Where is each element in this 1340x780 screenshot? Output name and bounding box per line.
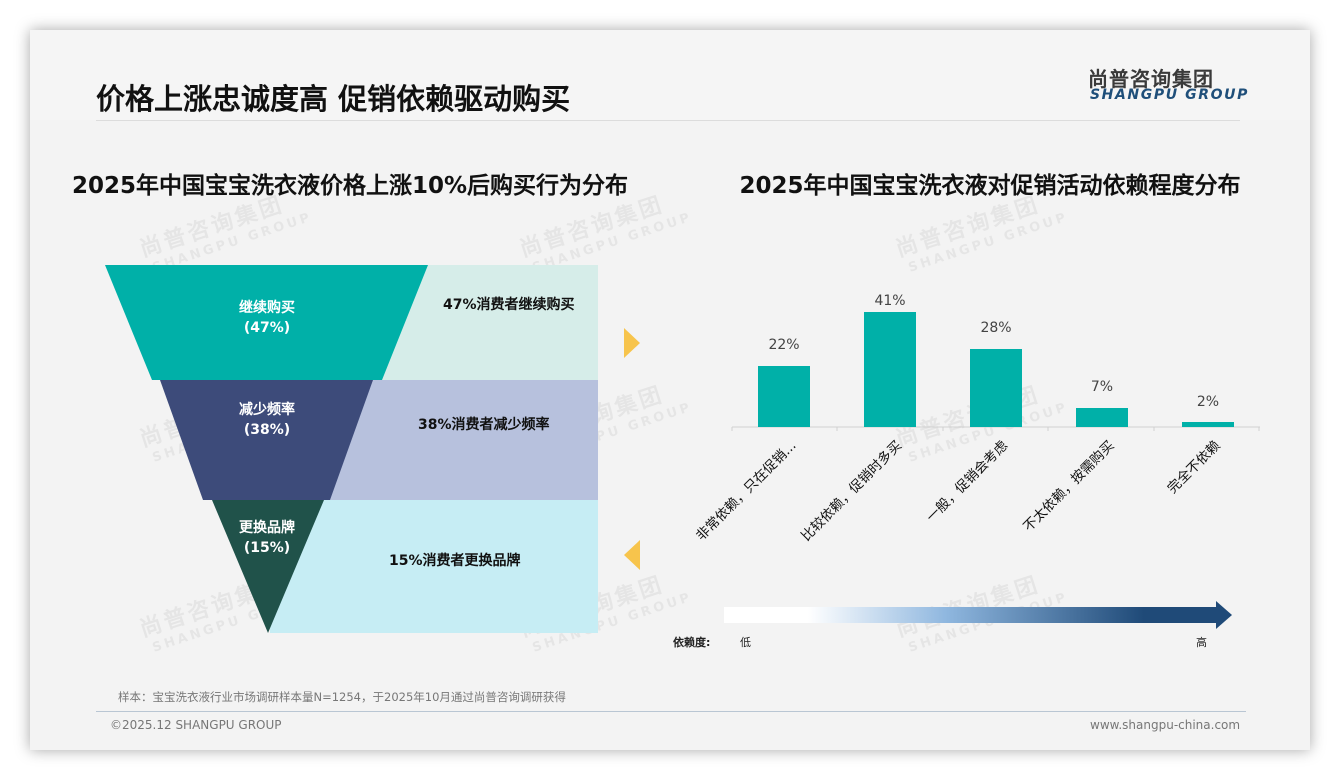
bar-5	[1182, 422, 1234, 427]
funnel-note-2: 38%消费者减少频率	[418, 417, 550, 433]
bar-value-2: 41%	[874, 293, 906, 309]
website-link[interactable]: www.shangpu-china.com	[1090, 718, 1241, 732]
bar-value-1: 22%	[768, 337, 800, 353]
bar-value-3: 28%	[980, 320, 1012, 336]
bar-chart-title: 2025年中国宝宝洗衣液对促销活动依赖程度分布	[739, 173, 1241, 199]
bar-2	[864, 312, 916, 427]
funnel-stage-2	[160, 380, 373, 500]
funnel-stage-2-label: 减少频率 (38%)	[239, 402, 295, 438]
logo-english: SHANGPU GROUP	[1090, 87, 1249, 103]
sample-note: 样本：宝宝洗衣液行业市场调研样本量N=1254，于2025年10月通过尚普咨询调…	[118, 690, 566, 704]
funnel-chart-title: 2025年中国宝宝洗衣液价格上涨10%后购买行为分布	[71, 173, 629, 199]
legend-high: 高	[1196, 636, 1207, 649]
bar-value-5: 2%	[1196, 394, 1220, 410]
arrow-head-icon	[1216, 601, 1232, 629]
footer-divider	[96, 711, 1246, 712]
funnel-stage-1	[105, 265, 428, 380]
funnel-panel-2	[330, 380, 598, 500]
bar-3	[970, 349, 1022, 427]
bar-4	[1076, 408, 1128, 427]
bar-value-4: 7%	[1090, 379, 1114, 395]
funnel-note-3: 15%消费者更换品牌	[389, 553, 521, 569]
header-band	[30, 30, 1310, 120]
copyright: ©2025.12 SHANGPU GROUP	[110, 718, 282, 732]
funnel-stage-3	[212, 500, 324, 633]
funnel-graphic	[105, 265, 1260, 633]
funnel-stage-3-label: 更换品牌 (15%)	[239, 520, 295, 556]
arrow-right-icon	[624, 328, 640, 358]
slide: 价格上涨忠诚度高 促销依赖驱动购买 尚普咨询集团 SHANGPU GROUP 尚…	[30, 30, 1310, 750]
arrow-left-icon	[624, 540, 640, 570]
funnel-note-1: 47%消费者继续购买	[443, 297, 575, 313]
funnel-panel-3	[270, 500, 598, 633]
title-divider	[96, 120, 1240, 121]
legend-low: 低	[740, 636, 751, 649]
logo-chinese: 尚普咨询集团	[1088, 67, 1214, 91]
page-title: 价格上涨忠诚度高 促销依赖驱动购买	[96, 82, 571, 116]
dependency-gradient-bar	[724, 607, 1218, 623]
funnel-stage-1-label: 继续购买 (47%)	[239, 300, 295, 336]
bar-1	[758, 366, 810, 427]
legend-title: 依赖度:	[673, 636, 711, 649]
